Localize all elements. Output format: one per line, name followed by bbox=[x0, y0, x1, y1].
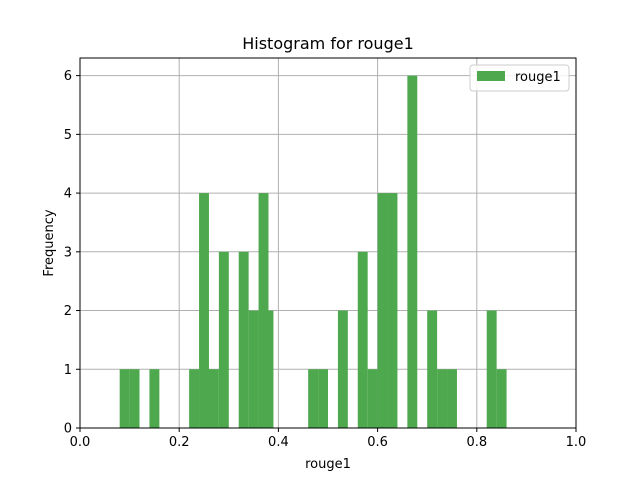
plot-frame bbox=[79, 57, 577, 429]
histogram-bar-11 bbox=[263, 310, 274, 428]
y-tick-label-4: 4 bbox=[64, 187, 72, 202]
histogram-bar-5 bbox=[204, 369, 214, 428]
histogram-bar-22 bbox=[447, 369, 457, 428]
histogram-bar-23 bbox=[486, 310, 497, 428]
histogram-bar-21 bbox=[437, 369, 448, 428]
chart-title: Histogram for rouge1 bbox=[242, 34, 414, 53]
x-tick-label-5: 1.0 bbox=[566, 435, 587, 450]
legend-label: rouge1 bbox=[515, 70, 561, 85]
x-axis-ticks: 0.0 0.2 0.4 0.6 0.8 1.0 bbox=[70, 428, 587, 450]
histogram-bar-19 bbox=[407, 75, 418, 428]
x-axis-label: rouge1 bbox=[305, 457, 351, 472]
x-tick-label-2: 0.4 bbox=[268, 435, 289, 450]
histogram-bar-8 bbox=[238, 251, 249, 428]
x-tick-label-3: 0.6 bbox=[367, 435, 388, 450]
histogram-bar-0 bbox=[119, 369, 130, 428]
histogram-bar-1 bbox=[129, 369, 140, 428]
histogram-bar-6 bbox=[208, 369, 219, 428]
legend: rouge1 bbox=[469, 64, 570, 92]
y-tick-label-2: 2 bbox=[64, 304, 72, 319]
histogram-bar-2 bbox=[149, 369, 160, 428]
y-tick-label-3: 3 bbox=[64, 245, 72, 260]
histogram-bar-4 bbox=[199, 193, 209, 428]
legend-swatch bbox=[477, 71, 505, 81]
histogram-bar-12 bbox=[308, 369, 319, 428]
bars bbox=[119, 75, 507, 428]
x-tick-label-4: 0.8 bbox=[466, 435, 487, 450]
histogram-bar-24 bbox=[496, 369, 507, 428]
y-tick-label-5: 5 bbox=[64, 128, 72, 143]
histogram-bar-14 bbox=[337, 310, 348, 428]
histogram-bar-13 bbox=[318, 369, 328, 428]
y-tick-label-1: 1 bbox=[64, 363, 72, 378]
histogram-bar-16 bbox=[367, 369, 378, 428]
histogram-bar-9 bbox=[248, 310, 259, 428]
histogram-bar-15 bbox=[357, 251, 368, 428]
histogram-bar-7 bbox=[218, 251, 229, 428]
histogram-bar-18 bbox=[387, 193, 398, 428]
x-tick-label-0: 0.0 bbox=[70, 435, 91, 450]
y-axis-label: Frequency bbox=[42, 209, 57, 276]
x-tick-label-1: 0.2 bbox=[169, 435, 190, 450]
y-tick-label-6: 6 bbox=[64, 69, 72, 84]
histogram-bar-3 bbox=[189, 369, 200, 428]
y-tick-label-0: 0 bbox=[64, 422, 72, 437]
y-axis-ticks: 0 1 2 3 4 5 6 bbox=[64, 69, 80, 437]
histogram-bar-20 bbox=[427, 310, 438, 428]
histogram-bar-17 bbox=[377, 193, 388, 428]
